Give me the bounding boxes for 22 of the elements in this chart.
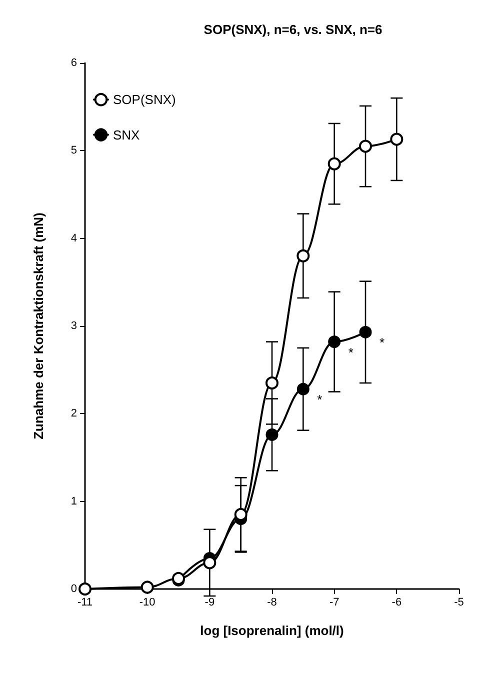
x-tick-label: -11 xyxy=(77,596,93,608)
y-tick-label: 1 xyxy=(70,495,77,508)
annotation: * xyxy=(317,392,322,408)
annotation: * xyxy=(348,344,354,360)
x-tick-label: -7 xyxy=(329,596,340,608)
x-tick-label: -8 xyxy=(267,596,277,608)
legend-label: SNX xyxy=(113,127,140,142)
annotation: * xyxy=(380,335,385,350)
x-tick-label: -6 xyxy=(392,596,402,608)
x-tick-label: -9 xyxy=(204,596,215,608)
x-axis-title: log [Isoprenalin] (mol/l) xyxy=(200,623,344,638)
legend-label: SOP(SNX) xyxy=(113,92,176,108)
y-tick-label: 6 xyxy=(70,57,77,69)
y-tick-label: 0 xyxy=(70,583,77,595)
x-tick-label: -5 xyxy=(454,596,464,608)
y-tick-label: 2 xyxy=(70,408,77,420)
x-tick-label: -10 xyxy=(139,596,156,608)
y-tick-label: 4 xyxy=(70,232,77,244)
y-axis-title: Zunahme der Kontraktionskraft (mN) xyxy=(31,212,46,440)
y-tick-label: 3 xyxy=(70,320,77,332)
y-tick-label: 5 xyxy=(70,144,77,157)
chart-title: SOP(SNX), n=6, vs. SNX, n=6 xyxy=(204,22,382,37)
